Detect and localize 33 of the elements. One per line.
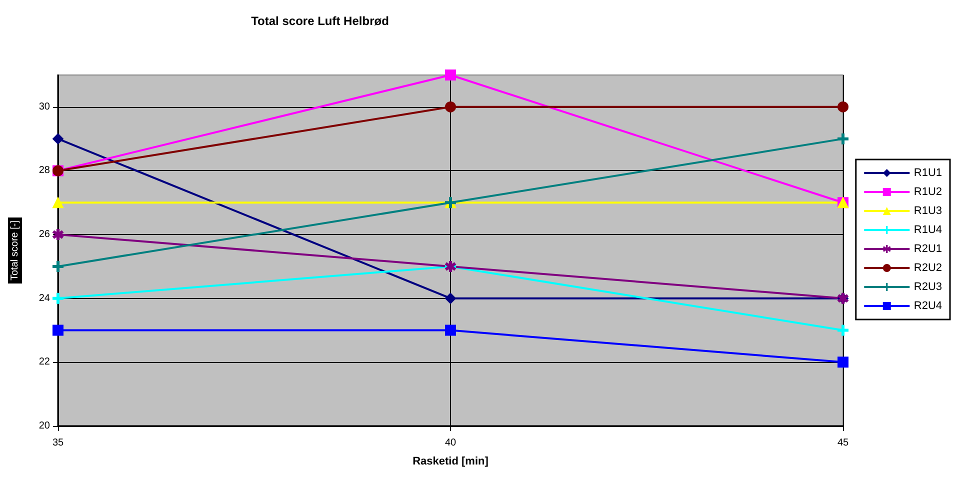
point [445, 101, 456, 112]
y-axis-title: Total score [-] [10, 220, 20, 281]
point [52, 229, 64, 240]
point [838, 101, 848, 112]
legend-label: R1U3 [914, 205, 942, 217]
point [838, 324, 848, 336]
y-tick-label: 28 [38, 165, 50, 176]
legend-label: R1U2 [914, 186, 942, 198]
x-tick-label: 40 [444, 438, 456, 448]
y-tick-label: 22 [38, 356, 50, 368]
y-tick-label: 30 [38, 101, 50, 112]
x-tick-label: 45 [837, 438, 849, 448]
legend-label: R2U3 [914, 281, 942, 293]
x-tick-label: 35 [52, 438, 64, 448]
point [52, 324, 64, 336]
point [52, 292, 64, 304]
x-axis-title: Rasketid [min] [412, 456, 489, 468]
point [445, 324, 456, 336]
legend-label: R2U1 [914, 243, 942, 255]
point [445, 292, 456, 304]
y-tick-label: 26 [38, 229, 50, 240]
chart-title: Total score Luft Helbrød [251, 14, 389, 28]
point [52, 133, 64, 144]
legend-label: R1U1 [914, 167, 942, 179]
legend-label: R1U4 [914, 224, 942, 236]
legend-label: R2U4 [914, 300, 942, 312]
legend-label: R2U2 [914, 262, 942, 274]
point [838, 133, 848, 144]
y-tick-label: 20 [38, 420, 50, 432]
point [445, 70, 456, 80]
y-tick-label: 24 [38, 292, 50, 304]
point [838, 356, 848, 368]
point [52, 260, 64, 272]
